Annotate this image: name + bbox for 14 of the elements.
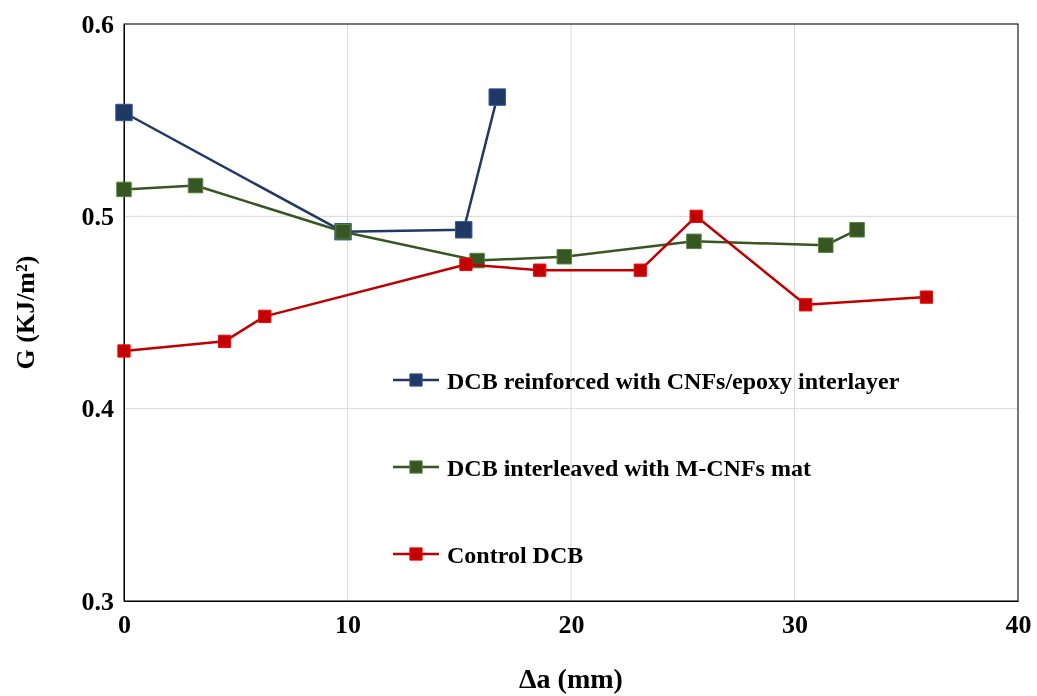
x-tick-label: 20 (558, 610, 585, 640)
legend-label: DCB reinforced with CNFs/epoxy interlayer (447, 368, 900, 394)
x-tick-label: 0 (118, 610, 131, 640)
x-axis-title: Δa (mm) (519, 663, 623, 694)
x-tick-label: 40 (1005, 610, 1032, 640)
x-tick-label: 30 (782, 610, 808, 640)
y-tick-label: 0.3 (81, 586, 114, 616)
y-axis-title: G (KJ/m²) (11, 255, 40, 370)
legend-label: Control DCB (447, 542, 584, 568)
x-tick-label: 10 (335, 610, 361, 640)
y-tick-label: 0.6 (81, 9, 114, 39)
y-tick-label: 0.4 (81, 394, 114, 424)
y-tick-label: 0.5 (81, 202, 114, 232)
legend-label: DCB interleaved with M-CNFs mat (447, 455, 811, 481)
